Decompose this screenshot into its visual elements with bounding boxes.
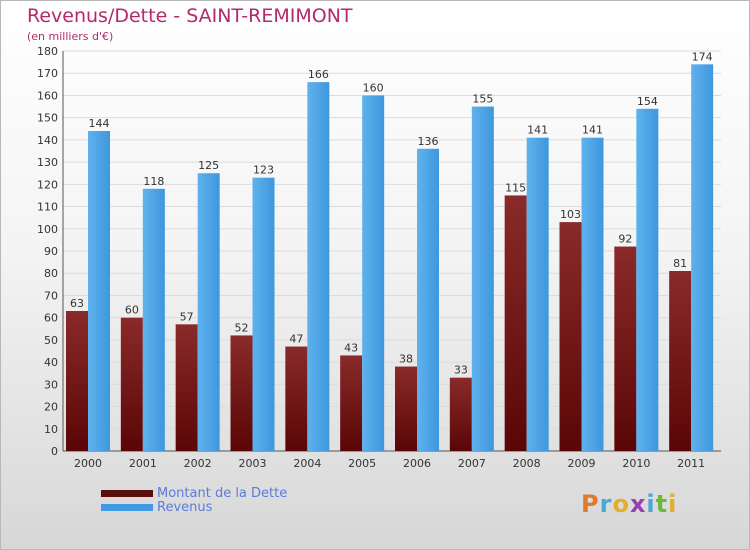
y-tick-label: 120 <box>37 178 58 191</box>
bar-debt <box>669 271 692 451</box>
bar-revenue <box>471 106 494 452</box>
data-label: 141 <box>527 124 548 137</box>
x-tick-label: 2009 <box>568 457 596 470</box>
data-label: 43 <box>344 341 358 354</box>
legend-item-revenue: Revenus <box>101 499 287 515</box>
y-tick-label: 170 <box>37 67 58 80</box>
bar-debt <box>285 346 308 451</box>
data-label: 52 <box>235 321 249 334</box>
y-tick-label: 150 <box>37 112 58 125</box>
legend-label-debt: Montant de la Dette <box>157 485 288 501</box>
data-label: 33 <box>454 364 468 377</box>
x-tick-label: 2005 <box>348 457 376 470</box>
data-label: 125 <box>198 159 219 172</box>
y-tick-label: 40 <box>44 356 58 369</box>
data-label: 174 <box>692 50 713 63</box>
bar-debt <box>504 195 527 451</box>
bar-debt <box>614 246 637 451</box>
data-label: 144 <box>89 117 110 130</box>
y-tick-label: 10 <box>44 423 58 436</box>
bar-debt <box>230 335 253 451</box>
y-tick-label: 30 <box>44 378 58 391</box>
logo-letter: x <box>629 490 647 518</box>
x-tick-label: 2001 <box>129 457 157 470</box>
bar-debt <box>395 366 417 451</box>
data-label: 38 <box>399 353 413 366</box>
legend-item-debt: Montant de la Dette <box>101 485 288 501</box>
data-label: 136 <box>418 135 439 148</box>
bar-revenue <box>197 173 220 451</box>
legend-swatch-debt <box>101 489 153 497</box>
data-label: 47 <box>289 333 303 346</box>
legend-label-revenue: Revenus <box>157 499 213 515</box>
x-tick-label: 2002 <box>184 457 212 470</box>
y-tick-label: 50 <box>44 334 58 347</box>
bar-revenue <box>252 177 275 451</box>
x-tick-label: 2004 <box>293 457 321 470</box>
x-tick-label: 2008 <box>513 457 541 470</box>
data-label: 103 <box>560 208 581 221</box>
logo-letter: t <box>655 490 669 518</box>
y-tick-label: 160 <box>37 89 58 102</box>
x-tick-label: 2011 <box>677 457 705 470</box>
y-tick-label: 90 <box>44 245 58 258</box>
logo-letter: o <box>612 490 630 518</box>
bar-revenue <box>581 137 604 451</box>
bar-revenue <box>362 95 385 451</box>
bar-debt <box>120 317 143 451</box>
legend: Montant de la Dette Revenus <box>101 485 288 515</box>
y-tick-label: 180 <box>37 45 58 58</box>
y-tick-label: 80 <box>44 267 58 280</box>
logo-letter: r <box>599 490 613 518</box>
x-tick-label: 2006 <box>403 457 431 470</box>
data-label: 63 <box>70 297 84 310</box>
proxiti-logo: Proxiti <box>581 490 677 518</box>
data-label: 81 <box>673 257 687 270</box>
data-label: 141 <box>582 124 603 137</box>
y-tick-label: 100 <box>37 223 58 236</box>
logo-letter: i <box>646 490 656 518</box>
data-label: 115 <box>505 181 526 194</box>
x-tick-label: 2003 <box>239 457 267 470</box>
y-tick-label: 60 <box>44 312 58 325</box>
y-tick-label: 110 <box>37 201 58 214</box>
y-tick-label: 0 <box>51 445 58 458</box>
bar-revenue <box>417 148 439 451</box>
bar-debt <box>559 222 582 451</box>
data-label: 166 <box>308 68 329 81</box>
y-tick-label: 20 <box>44 401 58 414</box>
data-label: 123 <box>253 164 274 177</box>
bar-revenue <box>691 64 714 452</box>
bar-chart: 0 10 20 30 40 50 60 70 80 90 100 110 120 130 140 150 160… <box>37 45 721 470</box>
bar-debt <box>340 355 363 451</box>
bar-debt <box>175 324 198 451</box>
chart-subtitle: (en milliers d'€) <box>27 30 114 43</box>
y-tick-label: 130 <box>37 156 58 169</box>
bar-debt <box>449 377 472 451</box>
bar-revenue <box>142 188 165 451</box>
logo-letter: P <box>581 490 600 518</box>
x-tick-label: 2000 <box>74 457 102 470</box>
bar-revenue <box>636 108 659 452</box>
data-label: 92 <box>618 233 632 246</box>
y-tick-label: 70 <box>44 289 58 302</box>
bar-revenue <box>307 82 330 451</box>
bar-debt <box>66 311 88 451</box>
bar-revenue <box>526 137 549 451</box>
data-label: 154 <box>637 95 658 108</box>
data-label: 118 <box>143 175 164 188</box>
data-label: 160 <box>363 81 384 94</box>
data-label: 60 <box>125 304 139 317</box>
legend-swatch-revenue <box>101 503 153 511</box>
data-label: 155 <box>472 93 493 106</box>
bar-revenue <box>88 131 110 451</box>
x-tick-label: 2010 <box>622 457 650 470</box>
x-tick-label: 2007 <box>458 457 486 470</box>
y-tick-label: 140 <box>37 134 58 147</box>
logo-letter: i <box>668 490 678 518</box>
data-label: 57 <box>180 310 194 323</box>
chart-title: Revenus/Dette - SAINT-REMIMONT <box>27 5 353 27</box>
